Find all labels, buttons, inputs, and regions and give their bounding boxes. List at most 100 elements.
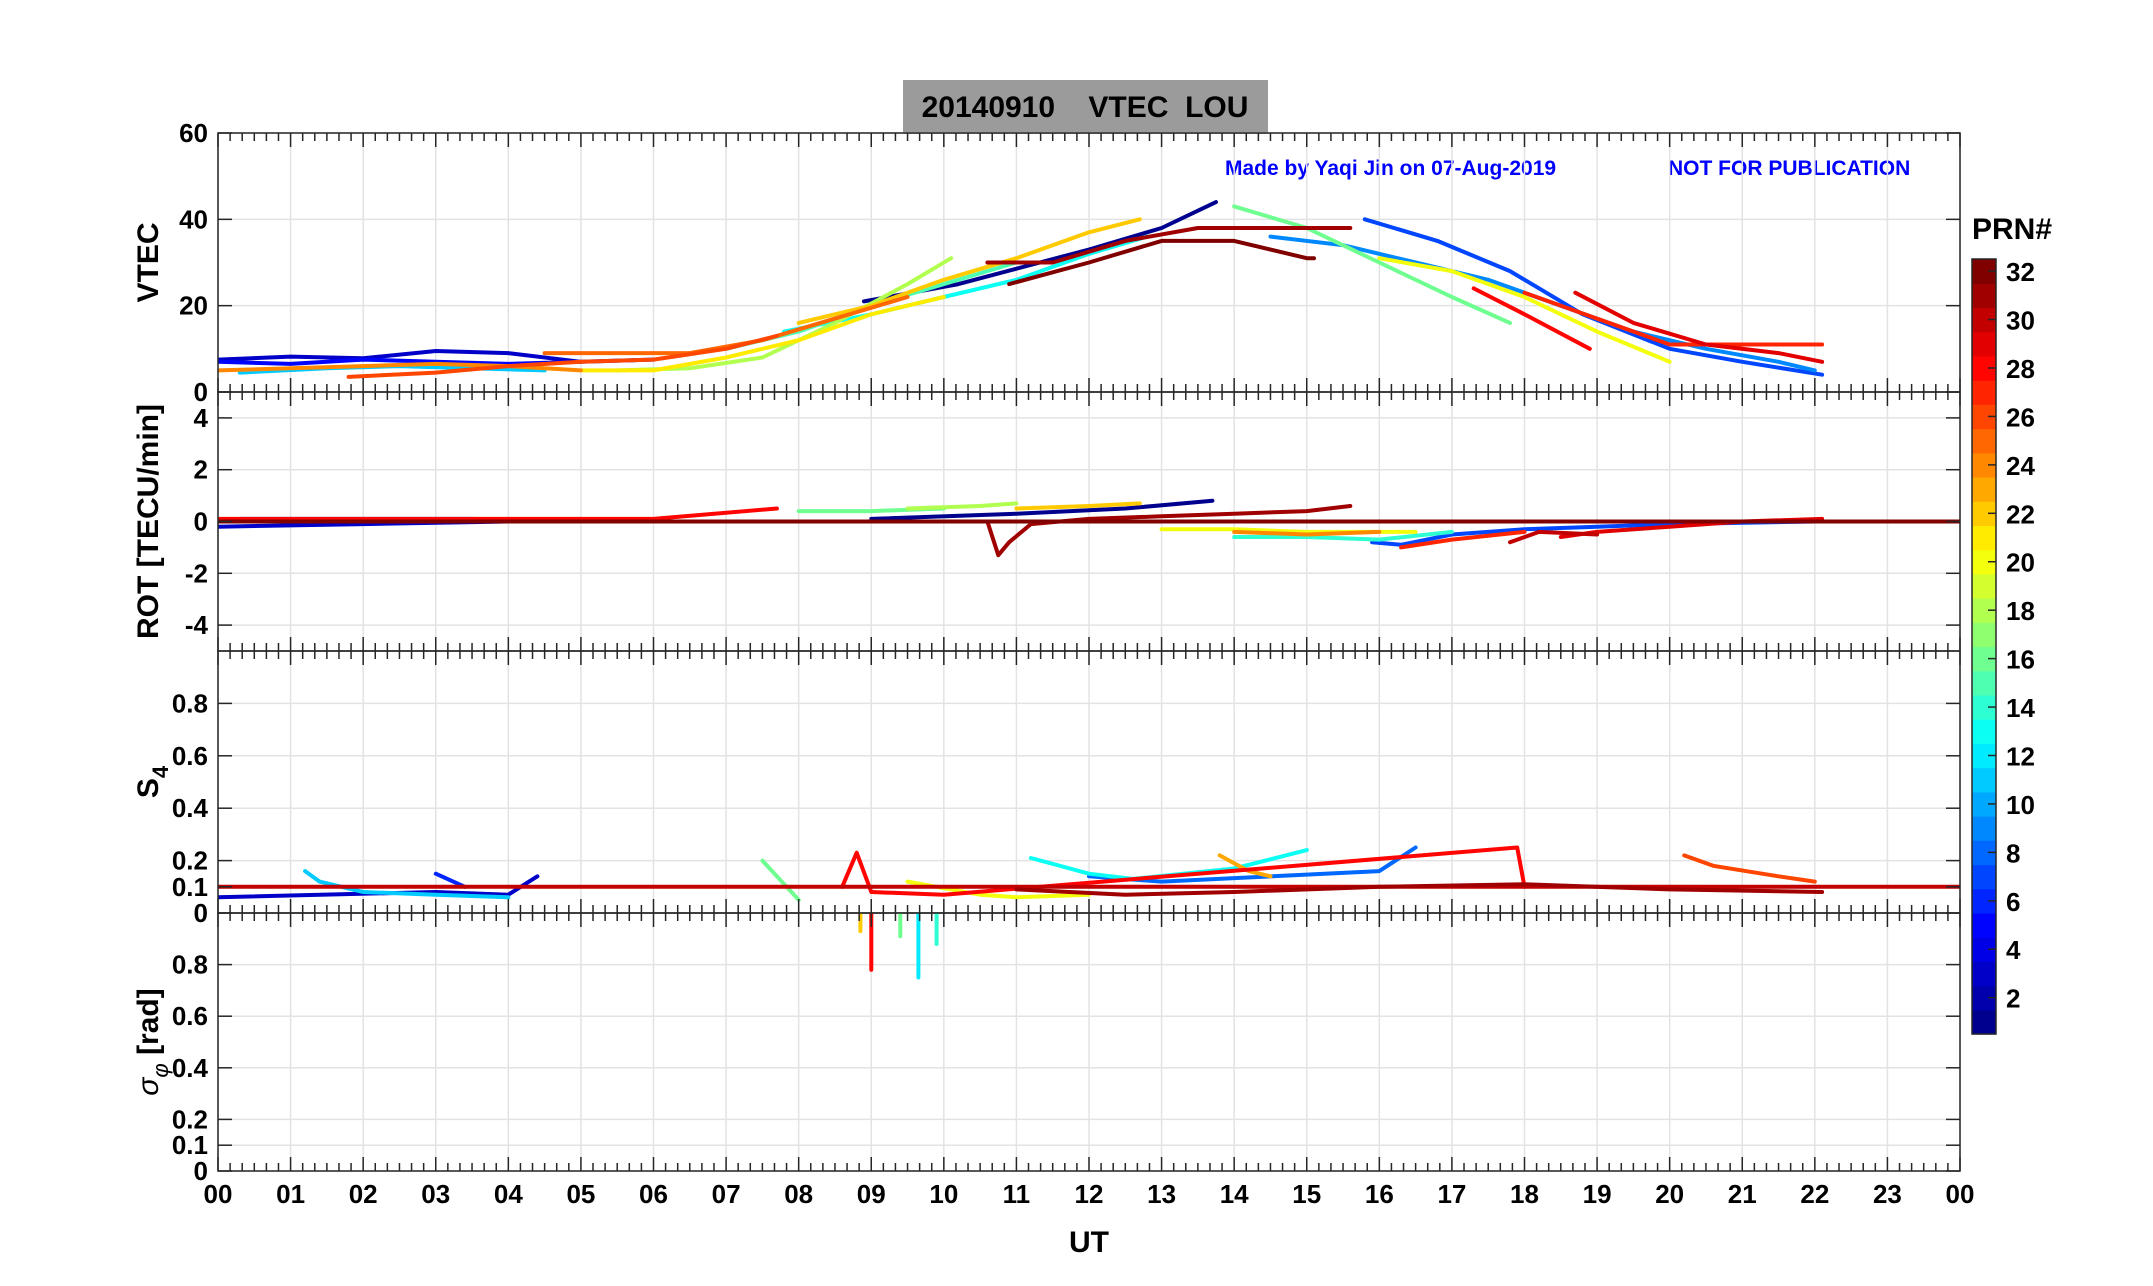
y-tick-label: 0 (194, 1156, 208, 1186)
colorbar-tick-label: 2 (2006, 984, 2020, 1014)
series-prn-29 (1573, 290, 1825, 364)
y-tick-label: 0 (194, 377, 208, 407)
x-tick-label: 00 (204, 1179, 233, 1209)
x-tick-label: 21 (1728, 1179, 1757, 1209)
x-tick-label: 20 (1655, 1179, 1684, 1209)
colorbar-segment (1972, 380, 1996, 405)
series-prn-20 (1377, 256, 1672, 364)
y-tick-label: 0.4 (172, 793, 209, 823)
colorbar-segment (1972, 864, 1996, 890)
series-prn-27 (1399, 529, 1527, 550)
colorbar-segment (1972, 331, 1996, 357)
series-prn-31 (985, 226, 1353, 265)
x-axis-label: UT (1069, 1226, 1109, 1259)
colorbar-tick-label: 28 (2006, 354, 2035, 384)
series-prn-24 (1232, 529, 1382, 537)
series-prn-11 (303, 869, 511, 900)
series-group (218, 200, 1825, 379)
y-tick-label: 0.1 (172, 1130, 208, 1160)
series-prn-6 (433, 871, 467, 889)
colorbar-tick-label: 24 (2006, 451, 2035, 481)
series-prn-31 (1014, 882, 1825, 897)
colorbar-segment (1972, 719, 1996, 744)
x-tick-label: 18 (1510, 1179, 1539, 1209)
x-tick-label: 09 (857, 1179, 886, 1209)
x-tick-label: 05 (566, 1179, 595, 1209)
y-tick-label: 40 (179, 204, 208, 234)
colorbar-label: PRN# (1972, 213, 2052, 246)
colorbar-segment (1972, 961, 1996, 987)
series-prn-22 (796, 217, 1142, 325)
colorbar-tick-label: 10 (2006, 790, 2035, 820)
series-prn-14 (1232, 529, 1454, 542)
colorbar-frame (1971, 258, 1997, 1035)
colorbar-tick-label: 20 (2006, 548, 2035, 578)
y-tick-label: 0.2 (172, 1104, 208, 1134)
y-tick-label: 0.1 (172, 872, 208, 902)
colorbar-tick-label: 12 (2006, 741, 2035, 771)
series-prn-16 (760, 858, 801, 902)
series-prn-28 (218, 506, 779, 521)
colorbar-tick-label: 18 (2006, 596, 2035, 626)
colorbar-segment (1972, 670, 1996, 696)
x-tick-labels: 00 01 02 03 04 05 06 07 08 09 10 11 12 13 14 15 16 17 18 19… (204, 1179, 1975, 1209)
panel-rot: -4 -2 0 2 4 ROT [TECU/min] (132, 391, 1961, 652)
y-axis-label-s4: S4 (132, 765, 173, 798)
x-tick-label: 00 (1946, 1179, 1975, 1209)
series-group (218, 845, 1960, 902)
x-tick-label: 06 (639, 1179, 668, 1209)
y-tick-label: 60 (179, 118, 208, 148)
series-prn-13 (782, 234, 1150, 334)
series-prn-16 (1232, 204, 1512, 325)
y-tick-label: 0 (194, 898, 208, 928)
x-tick-label: 10 (929, 1179, 958, 1209)
series-prn-26 (346, 333, 779, 379)
y-tick-label: 4 (194, 403, 209, 433)
x-tick-label: 01 (276, 1179, 305, 1209)
series-prn-25 (542, 295, 910, 356)
x-tick-label: 04 (494, 1179, 523, 1209)
x-tick-label: 16 (1365, 1179, 1394, 1209)
y-tick-label: -2 (185, 558, 208, 588)
x-tick-label: 11 (1003, 1179, 1031, 1209)
y-tick-label: 0.4 (172, 1053, 209, 1083)
chart-title: 20140910 VTEC LOU (922, 91, 1249, 124)
colorbar-tick-label: 32 (2006, 257, 2035, 287)
y-tick-label: -4 (185, 610, 209, 640)
colorbar-tick-label: 30 (2006, 306, 2035, 336)
y-axis-label-rot: ROT [TECU/min] (132, 404, 165, 639)
colorbar-segment (1972, 476, 1996, 502)
panel-s4: 00.10.2 0.4 0.6 0.8 S4 (132, 650, 1961, 928)
publication-note: NOT FOR PUBLICATION (1668, 157, 1910, 180)
colorbar-tick-label: 22 (2006, 499, 2035, 529)
series-prn-7 (1370, 519, 1817, 547)
colorbar-segment (1972, 912, 1996, 938)
series-prn-18 (905, 501, 1019, 511)
y-axis-label-sigma-phi: σφ [rad] (132, 988, 173, 1095)
colorbar-tick-label: 16 (2006, 645, 2035, 675)
series-prn-3 (218, 349, 583, 364)
series-prn-26 (1682, 853, 1817, 884)
y-tick-label: 0.8 (172, 950, 208, 980)
x-tick-label: 17 (1437, 1179, 1466, 1209)
colorbar-tick-label: 26 (2006, 402, 2035, 432)
series-prn-32 (1007, 238, 1316, 287)
x-tick-label: 12 (1075, 1179, 1104, 1209)
series-prn-21 (578, 295, 946, 373)
series-prn-27 (1522, 290, 1825, 347)
x-tick-label: 14 (1220, 1179, 1249, 1209)
author-note: Made by Yaqi Jin on 07-Aug-2019 (1225, 157, 1556, 180)
series-prn-1 (869, 498, 1215, 521)
colorbar-segment (1972, 622, 1996, 648)
series-prn-31 (985, 504, 1353, 558)
x-tick-label: 03 (421, 1179, 450, 1209)
y-tick-label: 2 (194, 455, 208, 485)
colorbar-segment (1972, 573, 1996, 599)
x-tick-label: 15 (1292, 1179, 1321, 1209)
panel-sigma-phi: 00.10.2 0.4 0.6 0.8 σφ [rad] (132, 912, 1961, 1186)
y-tick-label: 0.6 (172, 1001, 208, 1031)
y-tick-label: 0.6 (172, 741, 208, 771)
